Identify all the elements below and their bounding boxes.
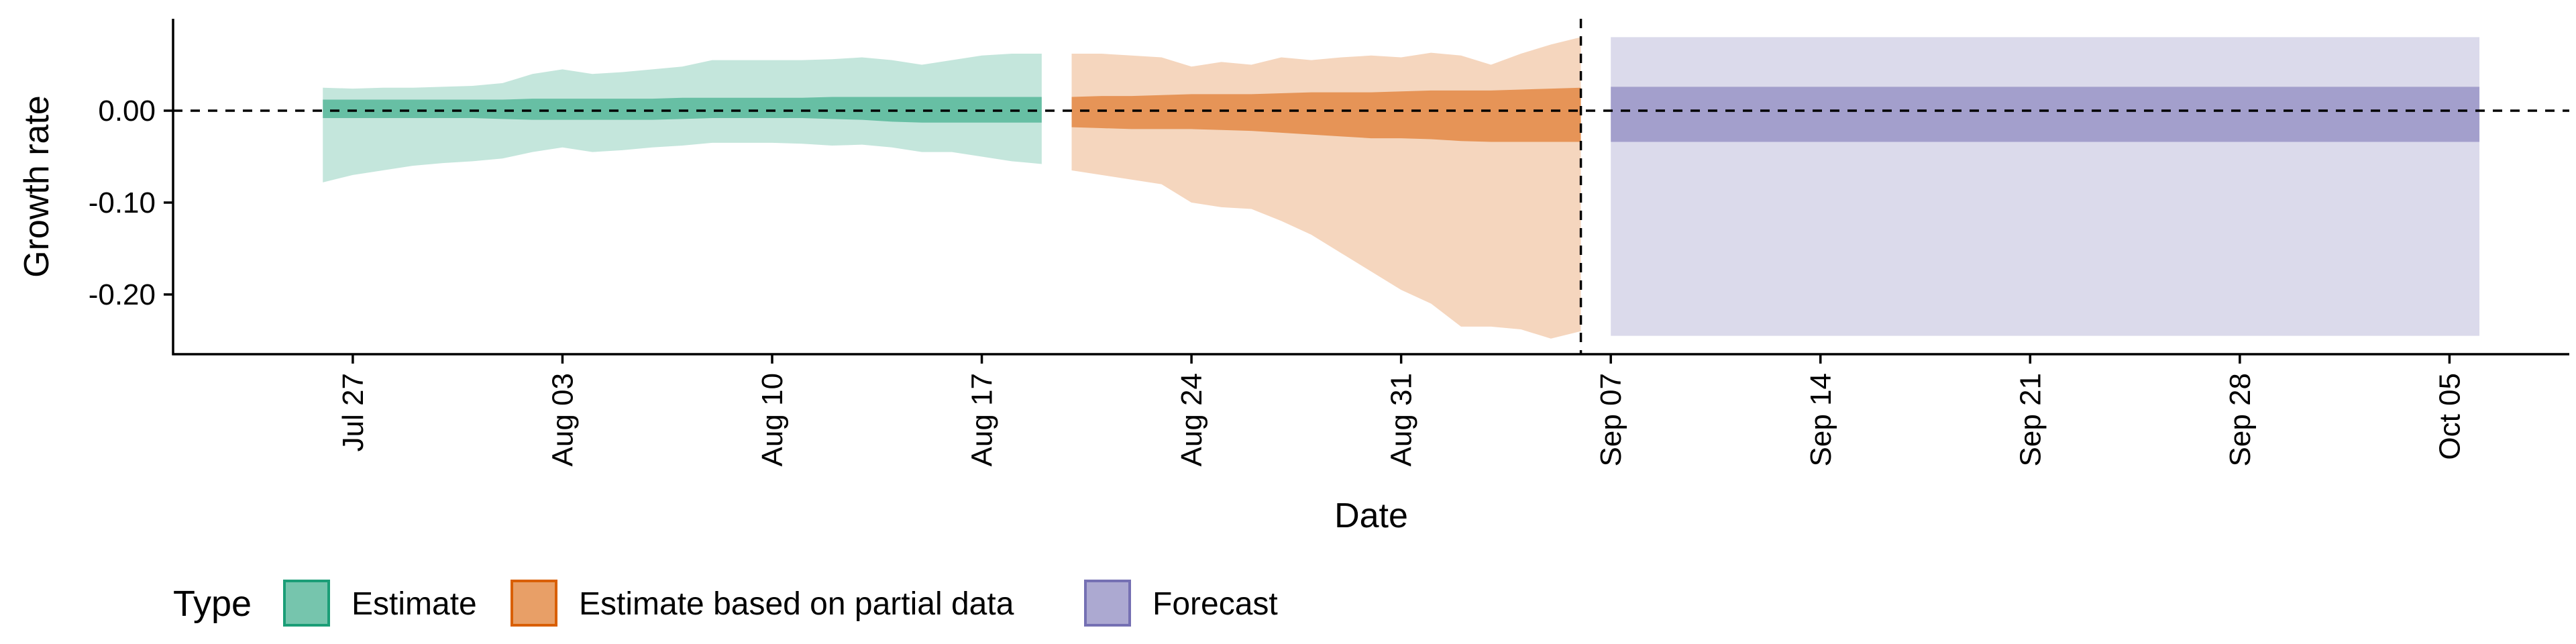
x-tick-label: Sep 28 <box>2224 373 2257 466</box>
x-tick-label: Aug 03 <box>546 373 579 466</box>
legend: Type Estimate Estimate based on partial d… <box>173 580 1278 627</box>
bands-layer <box>323 37 2480 339</box>
legend-swatch-estimate-based-on-partial-data <box>511 580 557 627</box>
x-tick-label: Oct 05 <box>2433 373 2466 460</box>
x-tick-label: Aug 24 <box>1175 373 1208 466</box>
forecast-inner-band <box>1611 87 2480 142</box>
y-tick-label: -0.20 <box>89 278 156 311</box>
y-tick-label: 0.00 <box>98 95 156 127</box>
reference-lines-layer <box>173 19 2569 354</box>
estimate-based-on-partial-data-inner-band <box>1071 87 1581 142</box>
axes-layer: 0.00 -0.10 -0.20 Jul 27 Aug 03 Aug 10 Aug 17 Au… <box>89 19 2569 466</box>
legend-label-estimate: Estimate <box>352 586 477 622</box>
legend-title: Type <box>173 584 252 624</box>
legend-swatch-estimate <box>283 580 330 627</box>
y-tick-label: -0.10 <box>89 186 156 219</box>
legend-swatch-forecast <box>1084 580 1131 627</box>
legend-items: Estimate Estimate based on partial data Fo… <box>283 580 1278 627</box>
legend-label-forecast: Forecast <box>1152 586 1278 622</box>
legend-label-estimate-based-on-partial-data: Estimate based on partial data <box>579 586 1014 622</box>
axis-labels-layer: Growth rate Date <box>17 95 1408 535</box>
x-tick-label: Aug 10 <box>756 373 789 466</box>
estimate-based-on-partial-data-outer-band <box>1071 37 1581 339</box>
x-tick-label: Sep 14 <box>1805 373 1837 466</box>
forecast-outer-band <box>1611 37 2480 336</box>
x-tick-label: Sep 07 <box>1595 373 1627 466</box>
x-tick-label: Aug 17 <box>966 373 999 466</box>
x-axis-label: Date <box>1334 496 1408 535</box>
x-tick-label: Jul 27 <box>337 373 370 451</box>
x-tick-label: Sep 21 <box>2014 373 2047 466</box>
y-axis-label: Growth rate <box>17 95 56 278</box>
x-tick-label: Aug 31 <box>1385 373 1418 466</box>
